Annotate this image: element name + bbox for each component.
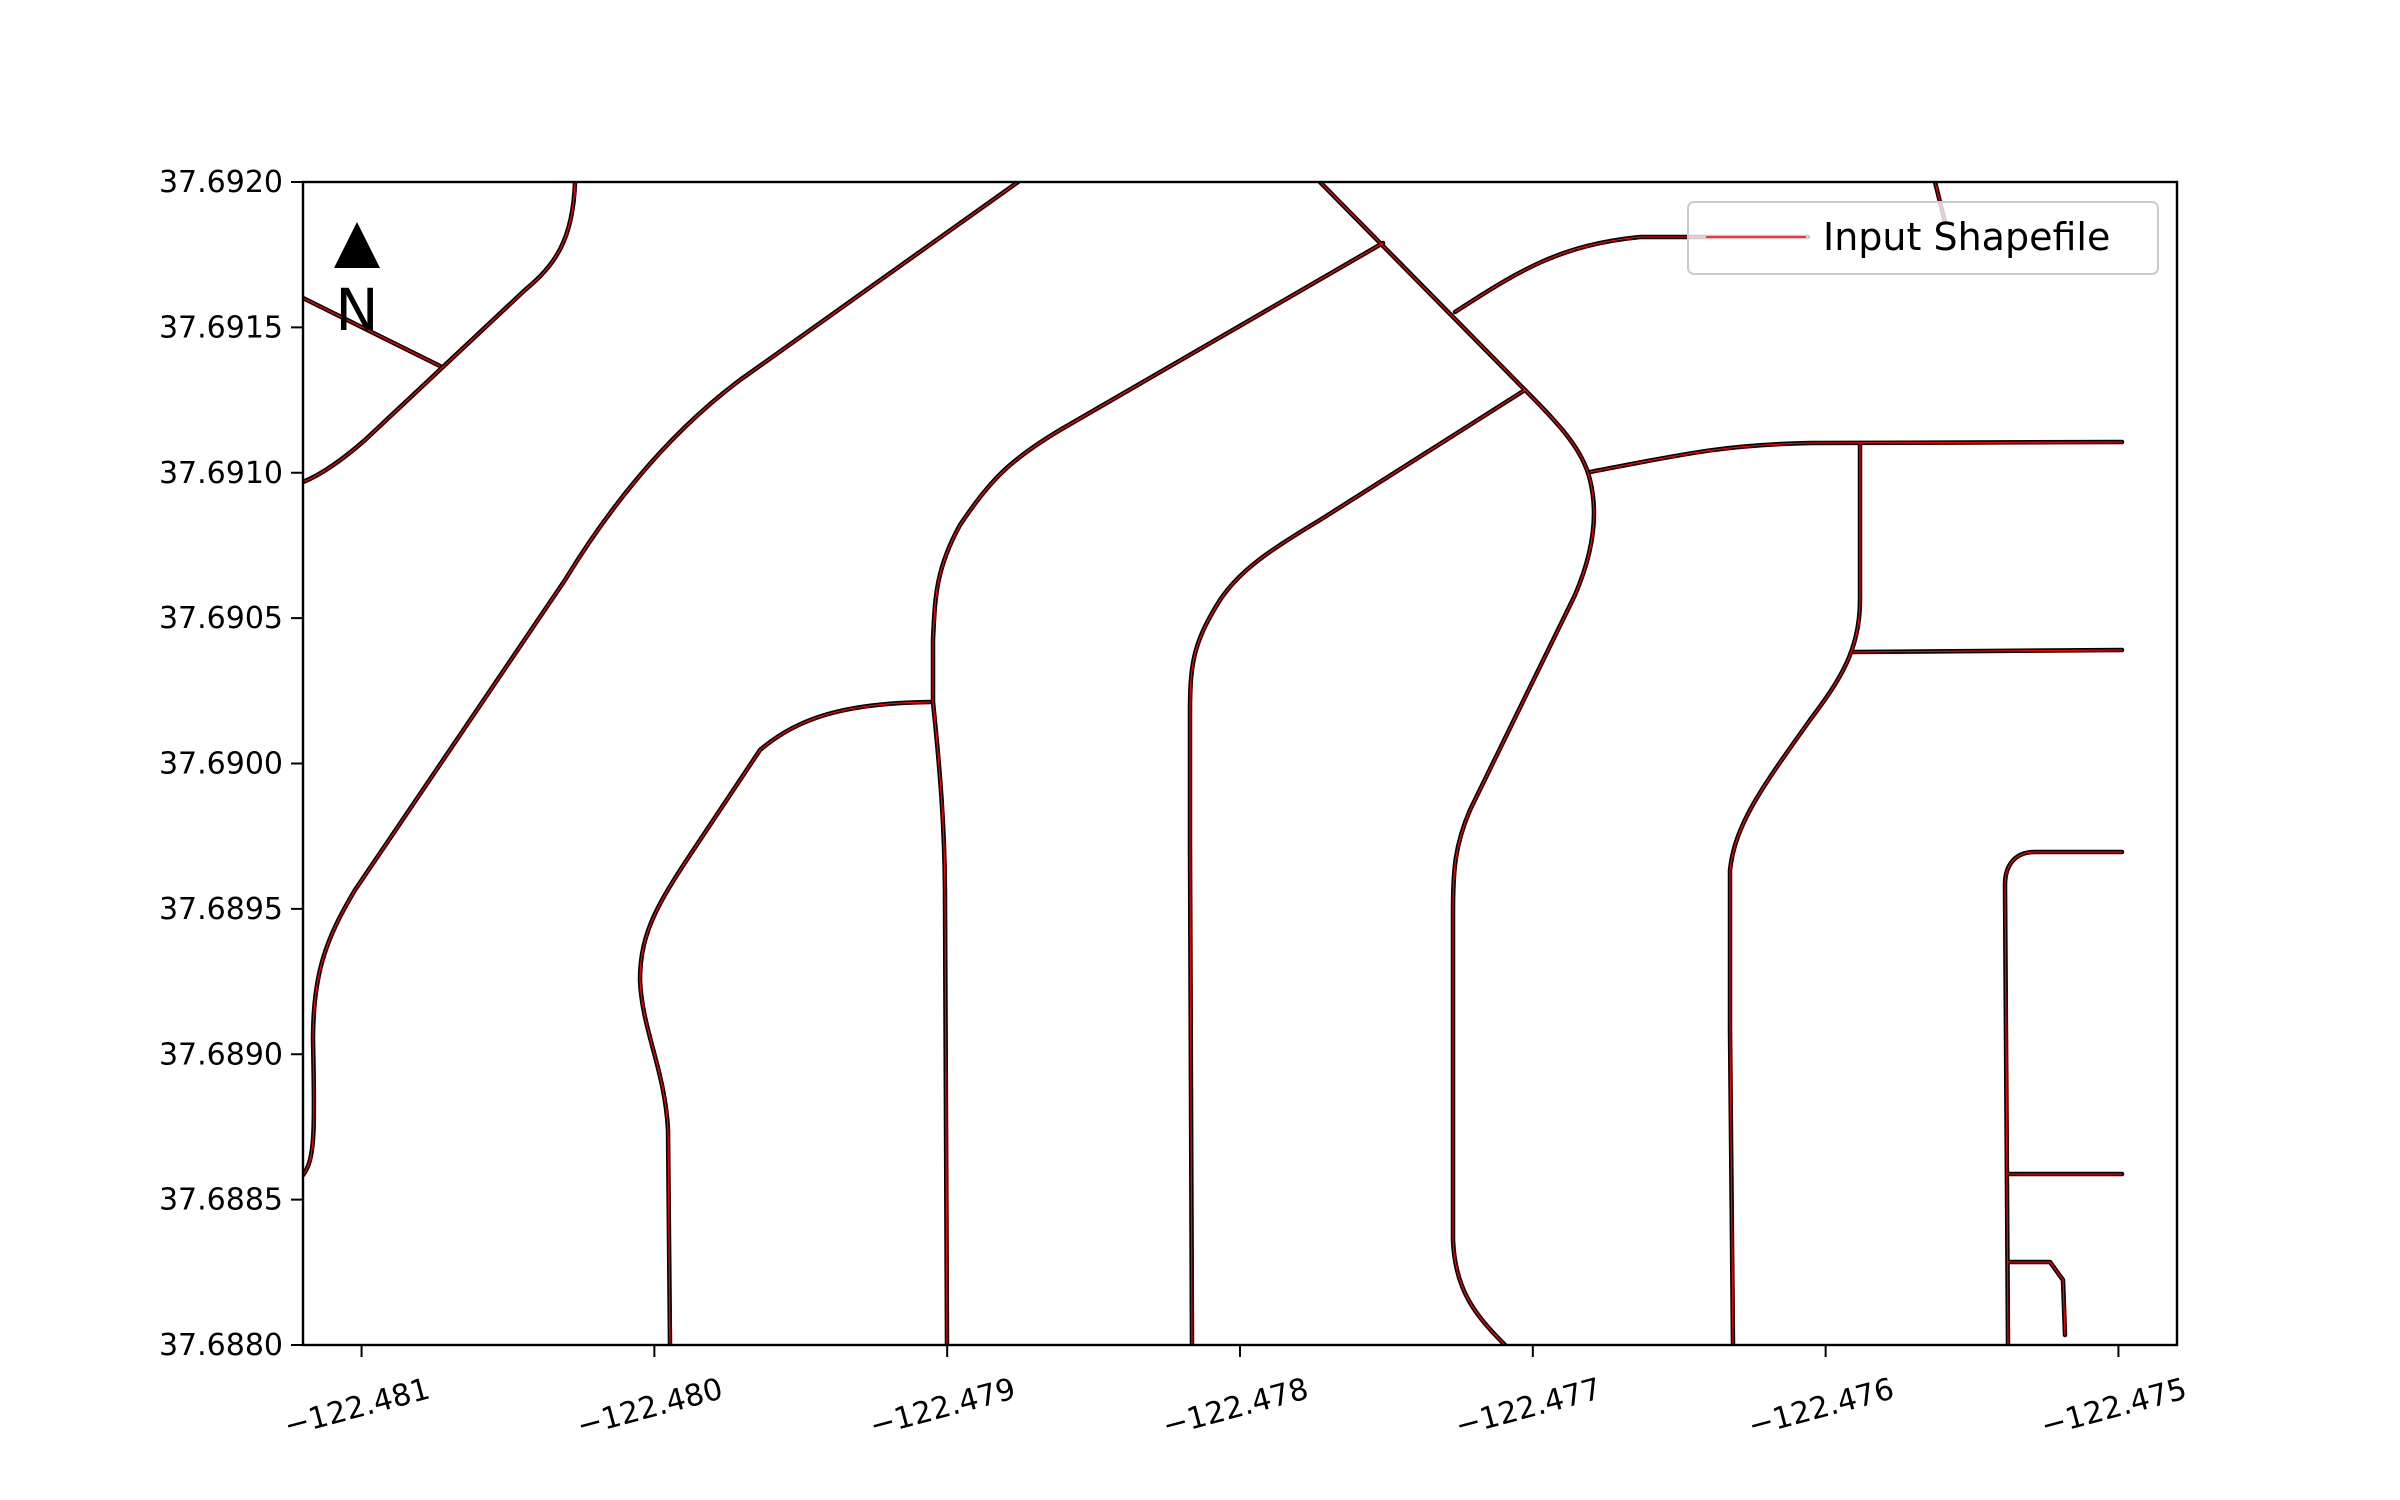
y-tick-label: 37.6905 [159,601,283,636]
road-east-b-line [1729,442,1861,1345]
road-northeast-arc-line [1454,236,1809,313]
north-arrow-icon [334,222,380,268]
road-east-a-line [1589,441,2123,473]
road-nw-diagonal-short-line [303,297,441,367]
road-east-f-line [2007,1261,2066,1336]
road-main-diagonal-line [303,182,1019,1176]
y-tick-label: 37.6880 [159,1328,283,1363]
north-label: N [335,276,378,344]
road-nw-curve-line [303,182,576,483]
road-east-d-line [2004,851,2123,1345]
road-center-a-line [932,242,1384,1345]
road-loop-a-line [639,701,931,1345]
north-arrow: N [334,222,380,344]
y-axis: 37.6920 37.6915 37.6910 37.6905 37.6900 37.68… [159,165,303,1363]
y-tick-label: 37.6895 [159,892,283,927]
y-tick-label: 37.6910 [159,456,283,491]
y-tick-label: 37.6920 [159,165,283,200]
legend-label: Input Shapefile [1823,215,2110,259]
road-center-c-line [1189,389,1526,1345]
legend-box [1687,201,2159,275]
legend: Input Shapefile [1687,201,2159,275]
y-tick-label: 37.6890 [159,1037,283,1072]
y-tick-label: 37.6915 [159,310,283,345]
road-east-c-line [1852,649,2123,653]
y-tick-label: 37.6885 [159,1183,283,1218]
y-tick-label: 37.6900 [159,747,283,782]
road-center-b-line [1319,182,1595,1345]
road-network [303,182,2125,1345]
